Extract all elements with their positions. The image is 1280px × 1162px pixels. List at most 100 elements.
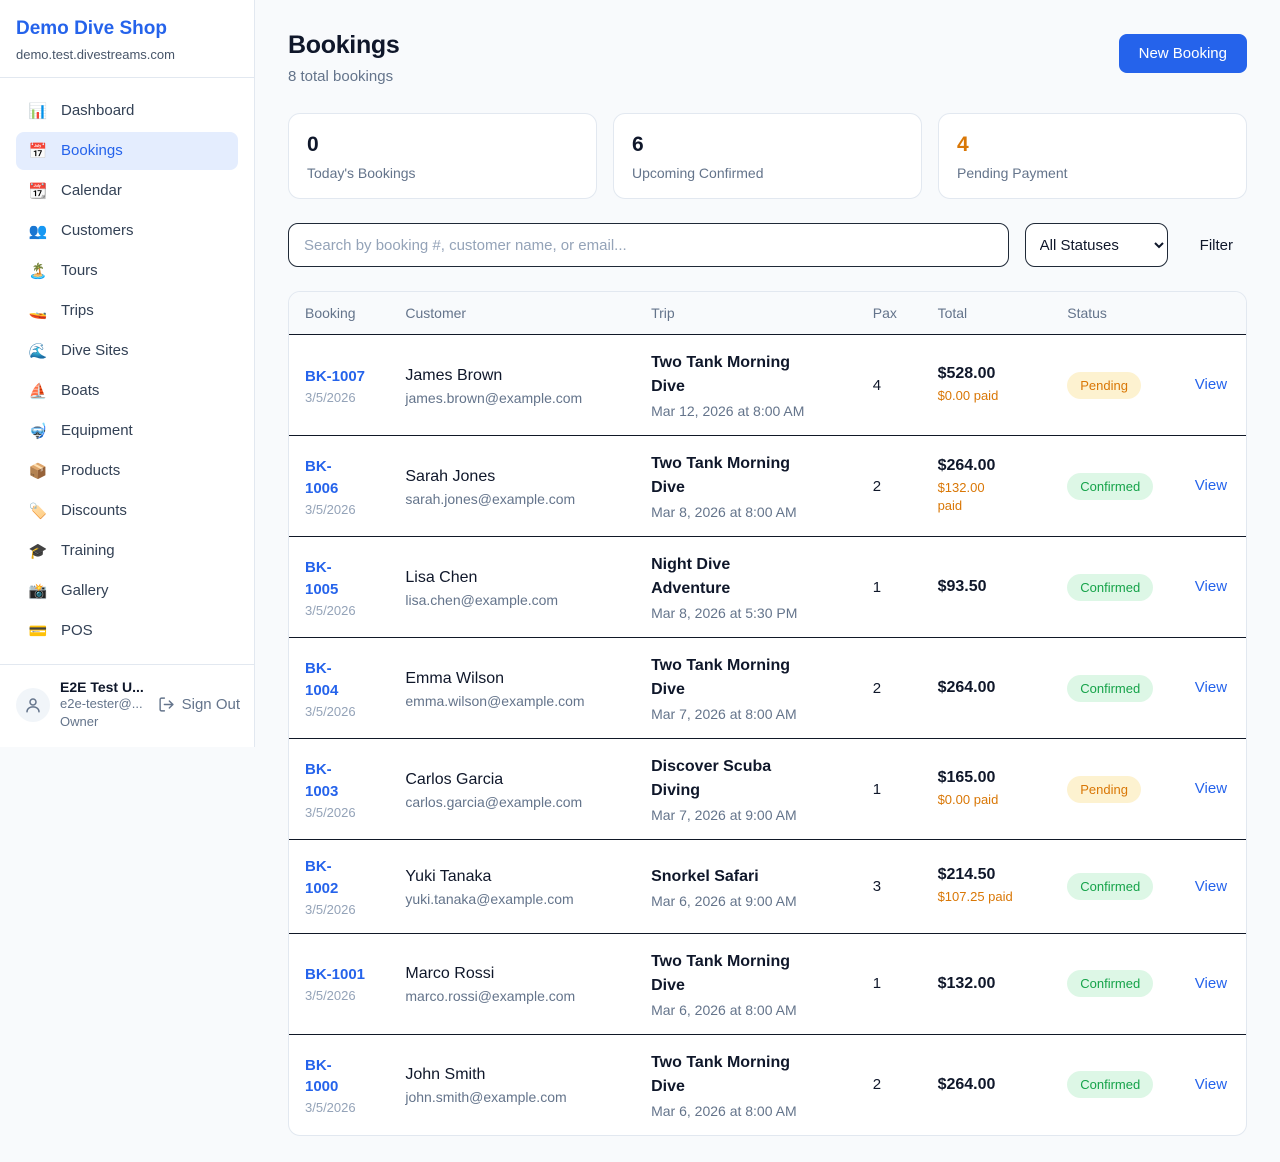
booking-id-link[interactable]: BK-1001 bbox=[305, 966, 366, 984]
column-header-total: Total bbox=[921, 292, 1052, 336]
shop-domain: demo.test.divestreams.com bbox=[16, 46, 175, 62]
table-row: BK-1003 3/5/2026 Carlos Garcia carlos.ga… bbox=[289, 738, 1246, 841]
booking-date: 3/5/2026 bbox=[305, 703, 356, 719]
bookings-table: Booking Customer Trip Pax Total Status B… bbox=[289, 292, 1246, 1135]
sidebar-item-dive-sites[interactable]: 🌊 Dive Sites bbox=[16, 332, 238, 370]
trip-name: Two Tank Morning Dive bbox=[651, 657, 791, 699]
sidebar-item-label: Equipment bbox=[61, 422, 133, 440]
bookings-table-card: Booking Customer Trip Pax Total Status B… bbox=[288, 291, 1247, 1136]
stat-label: Today's Bookings bbox=[307, 165, 416, 182]
view-link[interactable]: View bbox=[1194, 679, 1228, 697]
main-content: Bookings 8 total bookings New Booking 0 … bbox=[255, 0, 1280, 1136]
booking-id-link[interactable]: BK-1006 bbox=[305, 458, 339, 497]
trip-datetime: Mar 8, 2026 at 8:00 AM bbox=[651, 504, 797, 521]
customer-name: Marco Rossi bbox=[405, 965, 495, 983]
table-row: BK-1006 3/5/2026 Sarah Jones sarah.jones… bbox=[289, 435, 1246, 538]
booking-date: 3/5/2026 bbox=[305, 804, 356, 820]
sidebar-item-equipment[interactable]: 🤿 Equipment bbox=[16, 412, 238, 450]
table-row: BK-1007 3/5/2026 James Brown james.brown… bbox=[289, 334, 1246, 437]
sidebar-item-label: Dive Sites bbox=[61, 342, 129, 360]
view-link[interactable]: View bbox=[1194, 376, 1228, 394]
shop-header: Demo Dive Shop demo.test.divestreams.com bbox=[0, 0, 254, 78]
booking-date: 3/5/2026 bbox=[305, 901, 356, 917]
customer-name: Yuki Tanaka bbox=[405, 867, 492, 885]
wave-icon: 🌊 bbox=[28, 342, 48, 360]
column-header-pax: Pax bbox=[856, 292, 922, 336]
sidebar-item-products[interactable]: 📦 Products bbox=[16, 452, 238, 490]
stat-value: 6 bbox=[632, 133, 644, 156]
booking-id-link[interactable]: BK-1005 bbox=[305, 559, 339, 598]
sidebar-item-bookings[interactable]: 📅 Bookings bbox=[16, 131, 238, 170]
sidebar-item-customers[interactable]: 👥 Customers bbox=[16, 212, 238, 250]
paid-amount: $107.25 paid bbox=[937, 889, 1013, 905]
status-select[interactable]: All Statuses bbox=[1024, 223, 1168, 268]
avatar bbox=[16, 687, 50, 722]
view-link[interactable]: View bbox=[1194, 578, 1228, 596]
status-badge: Confirmed bbox=[1067, 1071, 1154, 1099]
camera-icon: 📸 bbox=[28, 582, 48, 600]
booking-id-link[interactable]: BK-1000 bbox=[305, 1056, 339, 1096]
table-row: BK-1001 3/5/2026 Marco Rossi marco.rossi… bbox=[289, 933, 1246, 1035]
sidebar-item-calendar[interactable]: 📆 Calendar bbox=[16, 172, 238, 210]
column-header-actions bbox=[1178, 292, 1246, 336]
customer-email: emma.wilson@example.com bbox=[405, 692, 585, 709]
customer-name: John Smith bbox=[405, 1066, 486, 1084]
view-link[interactable]: View bbox=[1194, 477, 1228, 495]
booking-date: 3/5/2026 bbox=[305, 602, 356, 618]
sidebar-item-label: Dashboard bbox=[61, 102, 135, 120]
paid-amount: $0.00 paid bbox=[937, 792, 999, 808]
page-subtitle: 8 total bookings bbox=[288, 68, 394, 85]
sidebar-item-gallery[interactable]: 📸 Gallery bbox=[16, 572, 238, 610]
sidebar-item-pos[interactable]: 💳 POS bbox=[16, 612, 238, 650]
trip-datetime: Mar 6, 2026 at 8:00 AM bbox=[651, 1102, 797, 1119]
sidebar-nav: 📊 Dashboard 📅 Bookings 📆 Calendar 👥 Cust… bbox=[0, 78, 254, 664]
sidebar-item-tours[interactable]: 🏝️ Tours bbox=[16, 252, 238, 290]
status-badge: Pending bbox=[1067, 775, 1141, 803]
pax-count: 3 bbox=[856, 839, 922, 934]
stat-card-pending-payment: 4 Pending Payment bbox=[938, 113, 1247, 200]
trip-name: Snorkel Safari bbox=[651, 867, 759, 885]
filter-row: All Statuses Filter bbox=[288, 223, 1247, 268]
user-role: Owner bbox=[60, 713, 99, 729]
search-input[interactable] bbox=[288, 223, 1009, 268]
view-link[interactable]: View bbox=[1194, 1075, 1228, 1093]
table-row: BK-1005 3/5/2026 Lisa Chen lisa.chen@exa… bbox=[289, 536, 1246, 639]
customer-name: Emma Wilson bbox=[405, 669, 505, 687]
trip-datetime: Mar 12, 2026 at 8:00 AM bbox=[651, 403, 805, 420]
table-row: BK-1002 3/5/2026 Yuki Tanaka yuki.tanaka… bbox=[289, 839, 1246, 934]
column-header-trip: Trip bbox=[635, 292, 857, 336]
booking-id-link[interactable]: BK-1007 bbox=[305, 367, 366, 385]
booking-date: 3/5/2026 bbox=[305, 389, 356, 405]
customer-email: james.brown@example.com bbox=[405, 389, 583, 406]
view-link[interactable]: View bbox=[1194, 877, 1228, 895]
table-row: BK-1004 3/5/2026 Emma Wilson emma.wilson… bbox=[289, 637, 1246, 740]
graduation-cap-icon: 🎓 bbox=[28, 542, 48, 560]
sidebar-item-label: POS bbox=[61, 622, 93, 640]
sign-out-button[interactable]: Sign Out bbox=[158, 696, 240, 713]
booking-id-link[interactable]: BK-1002 bbox=[305, 858, 339, 898]
booking-id-link[interactable]: BK-1003 bbox=[305, 761, 339, 800]
status-badge: Confirmed bbox=[1067, 573, 1154, 601]
sidebar-item-label: Tours bbox=[61, 262, 98, 280]
sidebar-item-training[interactable]: 🎓 Training bbox=[16, 532, 238, 570]
customer-email: john.smith@example.com bbox=[405, 1089, 567, 1106]
sidebar-item-boats[interactable]: ⛵ Boats bbox=[16, 372, 238, 410]
trip-name: Two Tank Morning Dive bbox=[651, 952, 791, 994]
status-badge: Confirmed bbox=[1067, 674, 1154, 702]
new-booking-button[interactable]: New Booking bbox=[1118, 34, 1247, 73]
stat-value: 0 bbox=[307, 133, 319, 156]
view-link[interactable]: View bbox=[1194, 974, 1228, 992]
booking-id-link[interactable]: BK-1004 bbox=[305, 660, 339, 699]
tear-off-calendar-icon: 📆 bbox=[28, 182, 48, 200]
filter-button[interactable]: Filter bbox=[1184, 237, 1247, 254]
user-info: E2E Test U... e2e-tester@... Owner bbox=[60, 679, 148, 731]
sidebar-item-dashboard[interactable]: 📊 Dashboard bbox=[16, 92, 238, 130]
pax-count: 2 bbox=[856, 637, 922, 740]
view-link[interactable]: View bbox=[1194, 780, 1228, 798]
sidebar: Demo Dive Shop demo.test.divestreams.com… bbox=[0, 0, 255, 748]
shop-name[interactable]: Demo Dive Shop bbox=[16, 18, 167, 39]
sidebar-item-discounts[interactable]: 🏷️ Discounts bbox=[16, 492, 238, 530]
sidebar-item-label: Bookings bbox=[61, 142, 123, 160]
sidebar-item-trips[interactable]: 🚤 Trips bbox=[16, 292, 238, 330]
app-root: Demo Dive Shop demo.test.divestreams.com… bbox=[0, 0, 1280, 1136]
